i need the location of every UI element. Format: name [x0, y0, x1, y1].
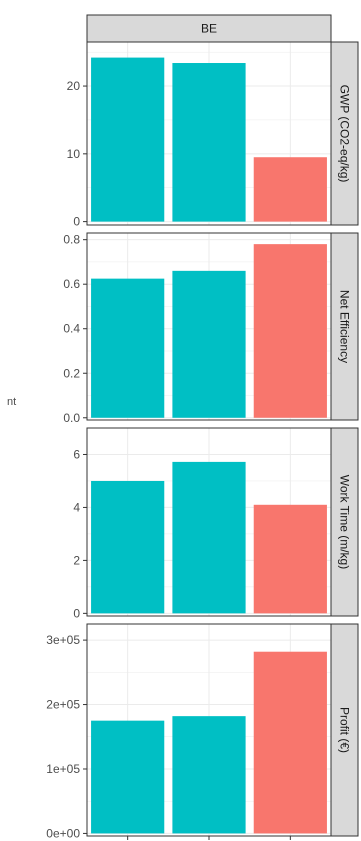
- facet-strip-label: BE: [201, 22, 217, 36]
- y-tick-label: 0: [73, 215, 80, 229]
- y-tick-label: 0e+00: [46, 826, 80, 840]
- facet-strip-right: [330, 232, 359, 421]
- bar-frg: [172, 63, 246, 222]
- y-tick-label: 3e+05: [46, 633, 80, 647]
- panel-1: 0 10 20 GWP (CO2-eq/kg): [67, 41, 359, 229]
- bar-frg: [172, 716, 246, 834]
- bar-sr: [253, 157, 327, 222]
- facet-strip-right: [330, 623, 359, 837]
- y-tick-label: 2e+05: [46, 698, 80, 712]
- bar-sr: [253, 504, 327, 614]
- y-tick-label: 2: [73, 553, 80, 567]
- bar-base: [91, 278, 165, 418]
- facet-strip-label: Work Time (m/kg): [338, 475, 352, 569]
- panel-3: 0 2 4 6 Work Time (m/kg): [73, 427, 359, 620]
- facet-strip-top: [86, 14, 332, 43]
- y-tick-label: 6: [73, 447, 80, 461]
- panel-2: 0.0 0.2 0.4 0.6 0.8 Net Efficiency: [63, 232, 359, 425]
- bar-base: [91, 480, 165, 614]
- facet-strip-right: [330, 427, 359, 617]
- facet-strip-right: [330, 41, 359, 226]
- bar-base: [91, 57, 165, 222]
- y-tick-label: 0.2: [63, 366, 80, 380]
- y-tick-label: 20: [67, 79, 81, 93]
- side-label: nt: [7, 396, 16, 408]
- y-tick-label: 0.4: [63, 322, 80, 336]
- y-tick-label: 0.8: [63, 233, 80, 247]
- bar-sr: [253, 244, 327, 418]
- y-tick-label: 1e+05: [46, 762, 80, 776]
- y-tick-label: 4: [73, 500, 80, 514]
- facet-strip-label: GWP (CO2-eq/kg): [338, 85, 352, 183]
- y-tick-label: 0.6: [63, 277, 80, 291]
- y-tick-label: 10: [67, 147, 81, 161]
- bar-base: [91, 720, 165, 834]
- bar-frg: [172, 270, 246, 418]
- facet-strip-label: Net Efficiency: [338, 290, 352, 363]
- bar-frg: [172, 461, 246, 614]
- y-tick-label: 0.0: [63, 411, 80, 425]
- panel-4: 0e+00 1e+05 2e+05 3e+05 Profit (€): [46, 623, 359, 840]
- bar-sr: [253, 651, 327, 834]
- facet-strip-label: Profit (€): [338, 707, 352, 753]
- y-tick-label: 0: [73, 606, 80, 620]
